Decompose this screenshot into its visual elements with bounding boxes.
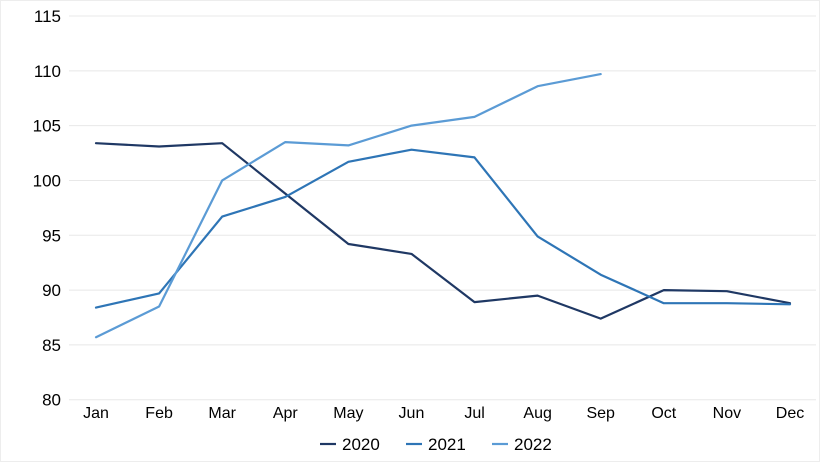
x-tick-label-dec: Dec xyxy=(776,405,804,422)
legend-item-2021: 2021 xyxy=(406,435,466,454)
y-tick-label-95: 95 xyxy=(42,226,61,245)
x-tick-label-aug: Aug xyxy=(523,405,551,422)
series-line-2020 xyxy=(94,142,792,320)
series-line-2022 xyxy=(94,72,602,339)
y-tick-label-90: 90 xyxy=(42,281,61,300)
legend-label-2020: 2020 xyxy=(342,435,380,454)
x-tick-label-jan: Jan xyxy=(83,405,109,422)
x-tick-label-may: May xyxy=(333,405,363,422)
x-tick-label-feb: Feb xyxy=(145,405,173,422)
y-tick-label-105: 105 xyxy=(33,117,61,136)
x-tick-label-nov: Nov xyxy=(713,405,741,422)
x-tick-label-mar: Mar xyxy=(208,405,236,422)
x-tick-label-jul: Jul xyxy=(464,405,484,422)
legend-label-2021: 2021 xyxy=(428,435,466,454)
legend-item-2020: 2020 xyxy=(320,435,380,454)
x-tick-label-apr: Apr xyxy=(273,405,299,422)
legend-item-2022: 2022 xyxy=(492,435,552,454)
x-tick-label-oct: Oct xyxy=(651,405,676,422)
y-tick-label-80: 80 xyxy=(42,391,61,410)
y-tick-label-110: 110 xyxy=(34,62,61,81)
x-tick-label-sep: Sep xyxy=(586,405,615,422)
series-line-2021 xyxy=(94,148,792,309)
y-tick-label-85: 85 xyxy=(42,336,61,355)
legend-label-2022: 2022 xyxy=(514,435,552,454)
x-tick-label-jun: Jun xyxy=(399,405,425,422)
y-tick-label-100: 100 xyxy=(33,171,61,190)
y-tick-label-115: 115 xyxy=(34,7,61,26)
